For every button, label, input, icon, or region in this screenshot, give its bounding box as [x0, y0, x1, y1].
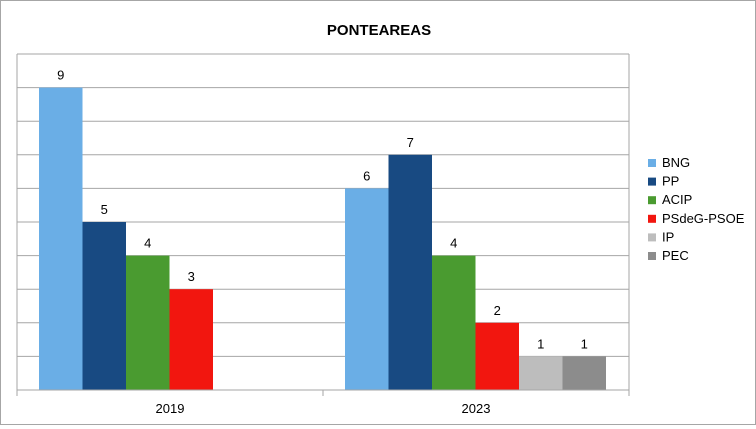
legend-swatch: [648, 196, 656, 205]
data-label: 5: [101, 202, 108, 217]
chart-title: PONTEAREAS: [327, 22, 431, 39]
legend: BNG PP ACIP PSdeG-PSOE IP PEC: [648, 155, 745, 263]
data-label: 4: [450, 236, 457, 251]
legend-swatch: [648, 252, 656, 260]
bar-bng-2023: [345, 188, 389, 390]
data-label: 4: [144, 236, 151, 251]
bar-pp-2019: [82, 222, 126, 390]
bar-psdeg-psoe-2023: [475, 322, 519, 390]
legend-label: BNG: [662, 155, 690, 170]
data-label: 1: [537, 336, 544, 351]
data-label: 1: [581, 336, 588, 351]
legend-swatch: [648, 177, 656, 186]
bar-ip-2023: [519, 356, 563, 390]
legend-label: IP: [662, 229, 674, 244]
legend-swatch: [648, 214, 656, 223]
legend-label: PEC: [662, 248, 689, 263]
legend-swatch: [648, 159, 656, 167]
data-label: 3: [188, 269, 195, 284]
data-label: 2: [494, 303, 501, 318]
bar-pec-2023: [562, 356, 606, 390]
bar-acip-2023: [432, 255, 476, 390]
data-label: 6: [363, 168, 370, 183]
bar-psdeg-psoe-2019: [169, 289, 213, 390]
data-labels: 9 5 4 3 6 7 4 2 1 1: [57, 68, 588, 352]
bar-acip-2019: [126, 255, 170, 390]
legend-label: PP: [662, 174, 679, 189]
legend-label: PSdeG-PSOE: [662, 211, 745, 226]
bar-bng-2019: [39, 87, 83, 390]
x-tick-label: 2019: [156, 401, 185, 416]
legend-swatch: [648, 233, 656, 242]
x-axis: 2019 2023: [16, 389, 630, 416]
bar-pp-2023: [388, 154, 432, 390]
data-label: 9: [57, 68, 64, 83]
data-label: 7: [407, 135, 414, 150]
legend-label: ACIP: [662, 192, 692, 207]
bars: [39, 87, 606, 390]
x-tick-label: 2023: [462, 401, 491, 416]
